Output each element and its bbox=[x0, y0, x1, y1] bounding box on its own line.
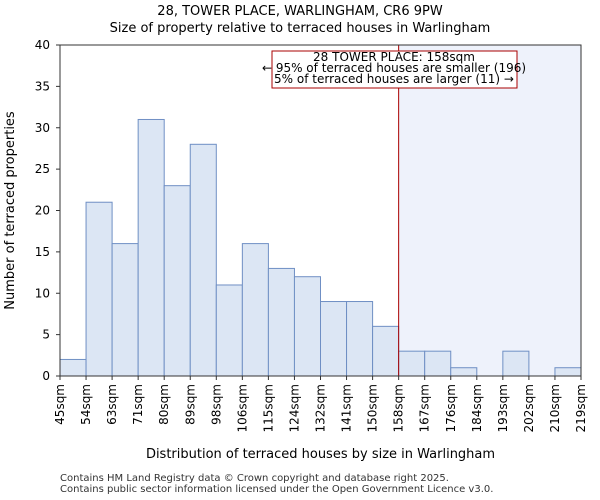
x-axis-ticks: 45sqm 54sqm 63sqm 71sqm 80sqm 89sqm 98sqm 106sq… bbox=[53, 376, 588, 432]
y-axis-ticks: 0 5 10 15 20 25 30 35 40 bbox=[35, 38, 60, 383]
x-tick-label: 141sqm bbox=[340, 384, 354, 432]
y-tick-label: 35 bbox=[35, 79, 50, 93]
y-tick-label: 10 bbox=[35, 286, 50, 300]
x-tick-label: 158sqm bbox=[392, 384, 406, 432]
y-tick-label: 40 bbox=[35, 38, 50, 52]
x-tick-label: 54sqm bbox=[79, 384, 93, 425]
annotation-line-2: ← 95% of terraced houses are smaller (19… bbox=[262, 61, 526, 75]
x-tick-label: 167sqm bbox=[418, 384, 432, 432]
x-tick-label: 176sqm bbox=[444, 384, 458, 432]
histogram-bar bbox=[241, 243, 269, 377]
y-tick-label: 15 bbox=[35, 245, 50, 259]
y-tick-label: 5 bbox=[42, 328, 50, 342]
x-tick-label: 80sqm bbox=[157, 384, 171, 425]
histogram-bar bbox=[267, 267, 295, 377]
footer-licence: Contains public sector information licen… bbox=[60, 484, 494, 495]
chart-subtitle: Size of property relative to terraced ho… bbox=[109, 21, 491, 36]
x-tick-label: 124sqm bbox=[287, 384, 301, 432]
histogram-bar bbox=[189, 143, 217, 377]
y-tick-label: 20 bbox=[35, 204, 50, 218]
histogram-bar bbox=[293, 276, 322, 377]
larger-properties-shade bbox=[398, 45, 581, 376]
x-tick-label: 115sqm bbox=[261, 384, 275, 432]
y-tick-label: 30 bbox=[35, 121, 50, 135]
histogram-bar bbox=[372, 325, 400, 377]
x-tick-label: 202sqm bbox=[522, 384, 536, 432]
histogram-bar bbox=[215, 284, 243, 377]
histogram-bar bbox=[450, 367, 478, 377]
x-tick-label: 45sqm bbox=[53, 384, 67, 425]
histogram-bar bbox=[502, 350, 530, 377]
histogram-bar bbox=[137, 118, 165, 377]
histogram-bar bbox=[111, 243, 139, 377]
histogram-bar bbox=[424, 350, 452, 377]
x-tick-label: 150sqm bbox=[366, 384, 380, 432]
annotation-box bbox=[271, 50, 518, 89]
annotation-line-3: 5% of terraced houses are larger (11) → bbox=[274, 72, 514, 86]
x-tick-label: 219sqm bbox=[574, 384, 588, 432]
footer-copyright: Contains HM Land Registry data © Crown c… bbox=[60, 473, 449, 484]
histogram-bar bbox=[59, 358, 87, 377]
histogram-bar bbox=[398, 350, 426, 377]
x-tick-label: 184sqm bbox=[470, 384, 484, 432]
y-tick-label: 25 bbox=[35, 162, 50, 176]
x-tick-label: 89sqm bbox=[183, 384, 197, 425]
x-tick-label: 193sqm bbox=[496, 384, 510, 432]
chart-title: 28, TOWER PLACE, WARLINGHAM, CR6 9PW bbox=[157, 4, 443, 19]
y-axis-label: Number of terraced properties bbox=[3, 111, 18, 310]
x-tick-label: 63sqm bbox=[105, 384, 119, 425]
x-tick-label: 106sqm bbox=[235, 384, 249, 432]
x-tick-label: 98sqm bbox=[209, 384, 223, 425]
bars-group bbox=[59, 118, 582, 377]
histogram-bar bbox=[85, 201, 113, 377]
x-tick-label: 210sqm bbox=[548, 384, 562, 432]
y-tick-label: 0 bbox=[42, 369, 50, 383]
annotation-line-1: 28 TOWER PLACE: 158sqm bbox=[313, 50, 475, 64]
x-tick-label: 132sqm bbox=[314, 384, 328, 432]
x-tick-label: 71sqm bbox=[131, 384, 145, 425]
histogram-bar bbox=[554, 367, 582, 377]
histogram-bar bbox=[163, 185, 191, 377]
histogram-bar bbox=[346, 301, 374, 377]
histogram-bar bbox=[320, 301, 348, 377]
x-axis-label: Distribution of terraced houses by size … bbox=[146, 447, 495, 462]
